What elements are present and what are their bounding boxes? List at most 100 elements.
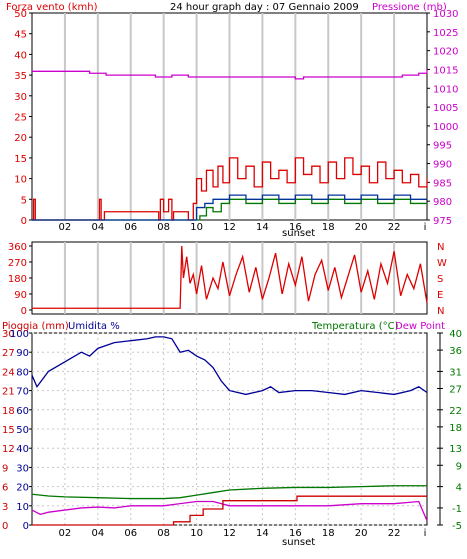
compass-tick-label: S [437,274,443,285]
wind-tick-label: 35 [14,71,27,82]
wind-tick-label: 20 [14,133,27,144]
temp-tick-label: -5 [452,521,462,532]
humidity-series [31,336,428,396]
pressure-tick-label: 1025 [433,28,458,39]
pressure-tick-label: 1000 [433,122,458,133]
x-tick-label: 14 [256,222,269,233]
pressure-tick-label: 1030 [433,9,458,20]
sunset-label: sunset [282,228,315,239]
temp-tick-label: 22 [449,406,462,417]
wind-tick-label: 40 [14,50,27,61]
rain-tick-label: 15 [2,425,15,436]
x-tick-label: 06 [124,528,137,539]
x-tick-label: 18 [322,222,335,233]
humidity-tick-label: 30 [16,463,29,474]
humidity-tick-label: 0 [23,521,29,532]
dewpoint-series [31,500,428,521]
temp-tick-label: 40 [449,329,462,340]
humidity-tick-label: 20 [16,483,29,494]
humidity-tick-label: 100 [10,329,29,340]
x-tick-label: 22 [388,222,401,233]
humidity-tick-label: 40 [16,444,29,455]
x-tick-label: i [424,222,427,233]
average-wind-series [32,194,427,221]
temperature-series [31,485,427,500]
dew-axis-label: Dew Point [395,321,445,332]
humidity-tick-label: 60 [16,406,29,417]
rain-tick-label: 9 [2,463,8,474]
x-tick-label: 14 [256,528,269,539]
temp-tick-label: 13 [449,444,462,455]
x-tick-label: 10 [190,222,203,233]
pressure-tick-label: 995 [433,141,452,152]
humidity-tick-label: 10 [16,502,29,513]
rain-tick-label: 0 [2,521,8,532]
wind-tick-label: 0 [21,216,27,227]
compass-tick-label: N [437,306,444,317]
direction-tick-label: 270 [8,258,27,269]
rain-tick-label: 12 [2,444,15,455]
x-tick-label: 22 [388,528,401,539]
rain-panel: 0369121518212427300102030405060708090100… [2,329,462,548]
x-tick-label: 16 [289,222,302,233]
chart-title: 24 hour graph day : 07 Gennaio 2009 [170,2,359,13]
x-tick-label: 02 [59,528,72,539]
rain-tick-label: 18 [2,406,15,417]
pressure-tick-label: 985 [433,178,452,189]
x-tick-label: 20 [355,528,368,539]
direction-panel: 0 N 90 E 180 S 270 W 360 N [8,241,447,317]
humidity-tick-label: 90 [16,348,29,359]
compass-tick-label: W [437,258,447,269]
rain-series [32,495,427,526]
humidity-axis-label: Umidita % [68,321,120,332]
rain-tick-label: 6 [2,483,8,494]
x-tick-label: 08 [157,222,170,233]
x-tick-label: i [424,528,427,539]
direction-series [32,245,428,309]
x-tick-label: 02 [59,222,72,233]
rain-tick-label: 24 [2,367,15,378]
pressure-tick-label: 1020 [433,47,458,58]
wind-tick-label: 50 [14,9,27,20]
rain-tick-label: 3 [2,502,8,513]
compass-tick-label: E [437,290,443,301]
pressure-tick-label: 1005 [433,103,458,114]
direction-tick-label: 180 [8,274,27,285]
temp-tick-label: 36 [449,346,462,357]
temp-tick-label: 4 [456,483,462,494]
pressure-tick-label: 1015 [433,65,458,76]
sunset-label: sunset [282,537,315,548]
temp-tick-label: 9 [456,461,462,472]
x-tick-label: 12 [223,222,236,233]
direction-tick-label: 0 [21,306,27,317]
pressure-series [32,69,428,80]
wind-axis-label: Forza vento (kmh) [6,2,98,13]
x-tick-label: 04 [91,222,104,233]
compass-tick-label: N [437,242,444,253]
temp-tick-label: 27 [449,384,462,395]
humidity-tick-label: 80 [16,367,29,378]
direction-tick-label: 90 [14,290,27,301]
x-tick-label: 20 [355,222,368,233]
rain-axis-label: Pioggia (mm) [2,321,69,332]
gust-series [32,198,427,221]
temp-tick-label: -1 [452,504,462,515]
wind-tick-label: 30 [14,92,27,103]
humidity-tick-label: 70 [16,387,29,398]
temp-axis-label: Temperatura (°C) [311,321,399,332]
pressure-tick-label: 980 [433,197,452,208]
wind-tick-label: 10 [14,175,27,186]
rain-tick-label: 27 [2,348,15,359]
temp-tick-label: 31 [449,367,462,378]
pressure-tick-label: 975 [433,216,452,227]
x-tick-label: 16 [289,528,302,539]
wind-tick-label: 15 [14,154,27,165]
wind-tick-label: 45 [14,30,27,41]
x-tick-label: 04 [91,528,104,539]
x-tick-label: 12 [223,528,236,539]
x-tick-label: 18 [322,528,335,539]
rain-tick-label: 21 [2,387,15,398]
pressure-tick-label: 990 [433,160,452,171]
